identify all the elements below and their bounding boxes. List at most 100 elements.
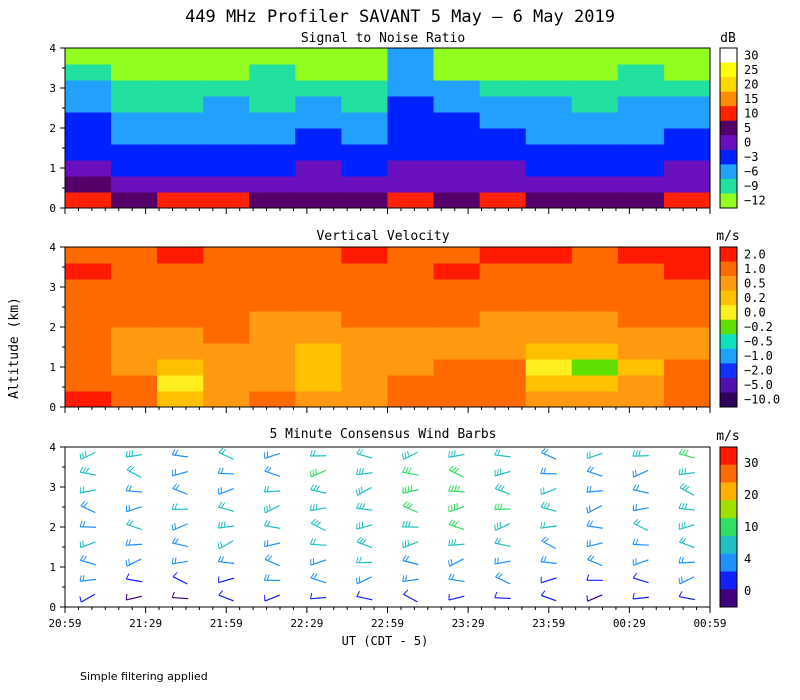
heatmap-cell <box>571 160 619 177</box>
heatmap-cell <box>157 279 204 296</box>
wind-barb <box>310 484 327 494</box>
wind-barb <box>217 521 235 529</box>
heatmap-cell <box>387 96 435 113</box>
vv-heatmap-cells <box>65 247 711 408</box>
heatmap-cell <box>663 128 711 145</box>
heatmap-cell <box>617 96 665 113</box>
wind-barb <box>586 466 603 477</box>
heatmap-cell <box>433 64 481 81</box>
x-tick-label: 22:29 <box>290 617 323 630</box>
wind-barb <box>264 465 281 477</box>
wind-barb <box>171 557 189 565</box>
heatmap-cell <box>203 112 250 129</box>
wind-barb <box>494 468 511 477</box>
x-tick-label: 21:59 <box>210 617 243 630</box>
heatmap-cell <box>525 192 573 209</box>
heatmap-cell <box>157 128 204 145</box>
wind-barb <box>264 520 281 529</box>
wind-barb <box>125 593 143 601</box>
heatmap-cell <box>341 112 388 129</box>
heatmap-cell <box>387 48 435 65</box>
heatmap-cell <box>295 359 342 376</box>
colorbar-swatch <box>720 290 737 306</box>
wind-barb <box>217 487 234 495</box>
heatmap-cell <box>65 96 112 113</box>
heatmap-cell <box>663 327 711 344</box>
wind-barb <box>448 519 465 531</box>
wind-barb <box>79 486 96 494</box>
heatmap-cell <box>203 391 250 408</box>
heatmap-cell <box>525 96 573 113</box>
heatmap-cell <box>249 311 296 328</box>
colorbar-swatch <box>720 261 737 277</box>
x-tick-label: 00:29 <box>613 617 646 630</box>
wind-barb <box>633 518 649 532</box>
heatmap-cell <box>295 343 342 360</box>
heatmap-cell <box>157 343 204 360</box>
heatmap-cell <box>525 311 573 328</box>
heatmap-cell <box>249 343 296 360</box>
heatmap-cell <box>571 96 619 113</box>
heatmap-cell <box>249 295 296 312</box>
heatmap-cell <box>433 343 481 360</box>
y-tick-label: 0 <box>49 401 56 414</box>
heatmap-cell <box>663 64 711 81</box>
heatmap-cell <box>525 48 573 65</box>
heatmap-cell <box>433 311 481 328</box>
wind-barb <box>448 539 465 547</box>
heatmap-cell <box>571 279 619 296</box>
y-tick-label: 2 <box>49 122 56 135</box>
heatmap-cell <box>479 279 527 296</box>
wind-barb <box>172 572 188 585</box>
heatmap-cell <box>525 375 573 392</box>
wind-barb <box>309 592 327 600</box>
x-tick-label: 21:29 <box>129 617 162 630</box>
heatmap-cell <box>387 80 435 97</box>
heatmap-cell <box>249 327 296 344</box>
heatmap-cell <box>249 391 296 408</box>
y-tick-label: 1 <box>49 561 56 574</box>
heatmap-cell <box>663 96 711 113</box>
heatmap-cell <box>479 375 527 392</box>
y-tick-label: 0 <box>49 202 56 215</box>
heatmap-cell <box>433 295 481 312</box>
heatmap-cell <box>617 263 665 280</box>
wind-barb <box>678 576 695 585</box>
heatmap-cell <box>479 80 527 97</box>
colorbar-swatch <box>720 377 737 393</box>
wind-barb <box>632 469 649 478</box>
heatmap-cell <box>663 192 711 209</box>
x-tick-label: 20:59 <box>48 617 81 630</box>
heatmap-cell <box>663 247 711 264</box>
footnote: Simple filtering applied <box>80 670 208 683</box>
heatmap-cell <box>479 343 527 360</box>
wind-barb <box>171 449 189 458</box>
colorbar-swatch <box>720 135 737 151</box>
heatmap-cell <box>295 96 342 113</box>
wind-barb <box>80 501 96 514</box>
heatmap-cell <box>479 327 527 344</box>
wind-barb <box>263 594 280 602</box>
heatmap-cell <box>387 192 435 209</box>
wind-barb <box>540 590 557 602</box>
heatmap-cell <box>65 247 112 264</box>
heatmap-cell <box>433 327 481 344</box>
heatmap-cell <box>203 295 250 312</box>
colorbar-label: 20 <box>744 488 758 502</box>
wind-barb <box>586 451 603 460</box>
colorbar-label: 5 <box>744 121 751 135</box>
y-tick-label: 4 <box>49 241 56 254</box>
heatmap-cell <box>65 311 112 328</box>
wind-barb <box>494 503 511 511</box>
heatmap-cell <box>479 263 527 280</box>
wind-plot-background <box>65 447 710 607</box>
colorbar-swatch <box>720 553 737 572</box>
wind-barb <box>264 554 280 567</box>
wind-barb <box>79 466 97 476</box>
heatmap-cell <box>249 80 296 97</box>
heatmap-cell <box>65 112 112 129</box>
heatmap-cell <box>663 176 711 193</box>
heatmap-cell <box>479 359 527 376</box>
x-axis-label: UT (CDT - 5) <box>342 634 429 648</box>
